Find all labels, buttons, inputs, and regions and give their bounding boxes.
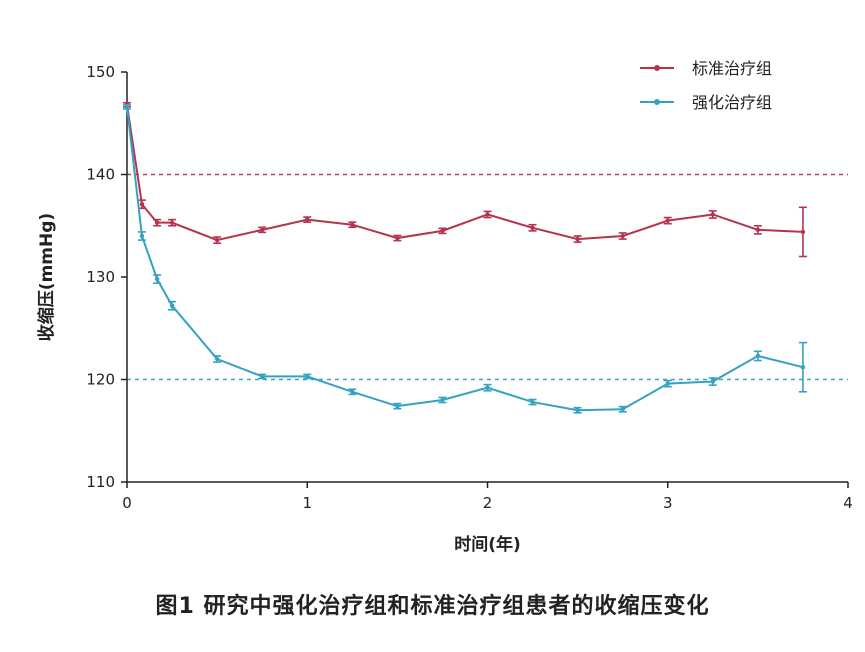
legend-item: 强化治疗组 bbox=[640, 93, 772, 112]
reference-lines bbox=[127, 173, 848, 381]
data-point bbox=[575, 236, 580, 242]
data-point bbox=[440, 228, 445, 234]
data-point bbox=[755, 227, 761, 233]
data-point bbox=[139, 202, 145, 207]
data-point bbox=[710, 379, 716, 384]
x-tick-label: 3 bbox=[663, 494, 673, 512]
y-tick-label: 150 bbox=[86, 63, 115, 81]
data-point bbox=[530, 225, 535, 230]
y-ticks: 110 120 130 140 150 bbox=[86, 63, 127, 491]
data-point bbox=[214, 356, 220, 362]
x-tick-label: 4 bbox=[843, 494, 853, 512]
x-tick-label: 1 bbox=[302, 494, 312, 512]
series-line bbox=[126, 106, 804, 412]
series-1 bbox=[123, 101, 807, 258]
y-tick-label: 120 bbox=[86, 371, 115, 389]
x-axis-label: 时间(年) bbox=[454, 534, 521, 555]
legend-item: 标准治疗组 bbox=[640, 59, 772, 78]
data-point bbox=[620, 233, 625, 239]
data-point bbox=[800, 229, 806, 235]
x-ticks: 0 1 2 3 4 bbox=[122, 482, 853, 512]
data-point bbox=[350, 389, 355, 394]
data-point bbox=[530, 399, 535, 405]
y-tick-label: 140 bbox=[86, 166, 115, 184]
x-tick-label: 2 bbox=[483, 494, 493, 512]
legend-marker bbox=[654, 99, 660, 105]
legend-label: 标准治疗组 bbox=[692, 59, 772, 78]
data-point bbox=[755, 353, 761, 359]
data-point bbox=[575, 408, 580, 413]
data-point bbox=[259, 227, 265, 233]
data-point bbox=[620, 407, 625, 412]
chart-svg: 0 1 2 3 4 110 120 130 140 150 时间(年) 收缩压(mmHg) 标准… bbox=[36, 59, 853, 555]
figure-caption: 图1 研究中强化治疗组和标准治疗组患者的收缩压变化 bbox=[155, 594, 710, 619]
data-point bbox=[665, 218, 670, 223]
y-tick-label: 130 bbox=[86, 268, 115, 286]
data-point bbox=[169, 303, 175, 308]
data-point bbox=[350, 222, 355, 227]
data-point bbox=[800, 365, 806, 370]
data-point bbox=[154, 276, 160, 282]
data-point bbox=[124, 104, 130, 110]
data-point bbox=[440, 397, 445, 403]
data-point bbox=[259, 374, 265, 379]
data-point bbox=[139, 233, 145, 239]
series-group bbox=[123, 101, 807, 414]
series-line bbox=[126, 104, 803, 242]
data-point bbox=[169, 220, 175, 225]
data-point bbox=[305, 374, 310, 379]
data-point bbox=[485, 385, 490, 390]
data-point bbox=[710, 212, 716, 217]
legend-label: 强化治疗组 bbox=[692, 93, 772, 112]
legend-marker bbox=[654, 65, 660, 71]
data-point bbox=[665, 381, 670, 386]
y-tick-label: 110 bbox=[86, 473, 115, 491]
series-2 bbox=[123, 104, 807, 414]
data-point bbox=[214, 237, 220, 243]
data-point bbox=[395, 403, 400, 409]
data-point bbox=[395, 235, 400, 241]
data-point bbox=[305, 217, 310, 222]
data-point bbox=[154, 220, 160, 225]
x-tick-label: 0 bbox=[122, 494, 132, 512]
y-axis-label: 收缩压(mmHg) bbox=[36, 213, 57, 341]
axes bbox=[126, 72, 848, 483]
data-point bbox=[485, 212, 490, 217]
